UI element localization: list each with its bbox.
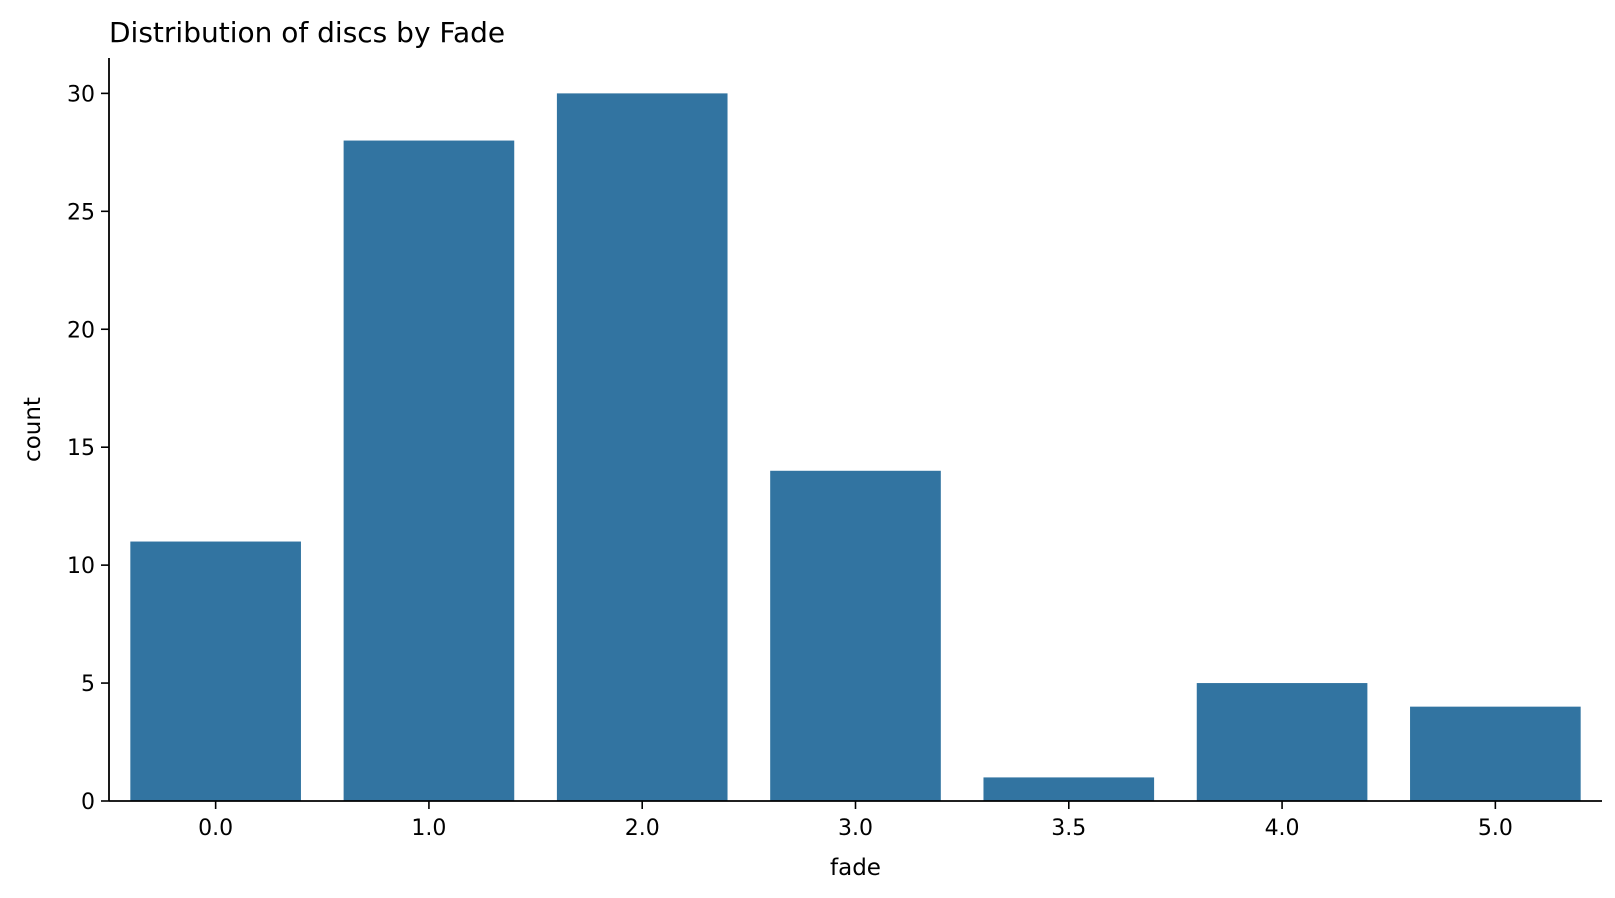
y-axis-ticks: 0 5 10 15 20 25 30 [67, 82, 109, 815]
y-tick-label: 5 [81, 672, 95, 697]
bar-2.0 [556, 93, 728, 801]
y-tick-label: 10 [67, 554, 95, 579]
bar-3.5 [983, 777, 1155, 801]
x-axis-ticks: 0.0 1.0 2.0 3.0 3.5 4.0 5.0 [198, 801, 1513, 841]
y-tick-label: 30 [67, 82, 95, 107]
x-axis-label: fade [830, 855, 881, 881]
x-tick-label: 3.0 [838, 816, 873, 841]
x-tick-label: 0.0 [198, 816, 233, 841]
bar-1.0 [343, 140, 515, 802]
chart-title: Distribution of discs by Fade [109, 16, 505, 49]
bar-0.0 [130, 541, 301, 801]
y-axis-label: count [20, 397, 46, 462]
y-tick-label: 20 [67, 318, 95, 343]
x-tick-label: 1.0 [411, 816, 446, 841]
x-tick-label: 3.5 [1051, 816, 1086, 841]
x-tick-label: 4.0 [1265, 816, 1300, 841]
y-tick-label: 0 [81, 790, 95, 815]
bar-5.0 [1410, 706, 1581, 801]
bars-group [130, 93, 1581, 802]
y-tick-label: 25 [67, 200, 95, 225]
x-tick-label: 2.0 [625, 816, 660, 841]
y-tick-label: 15 [67, 436, 95, 461]
x-tick-label: 5.0 [1478, 816, 1513, 841]
bar-3.0 [770, 470, 941, 801]
bar-4.0 [1196, 683, 1368, 801]
